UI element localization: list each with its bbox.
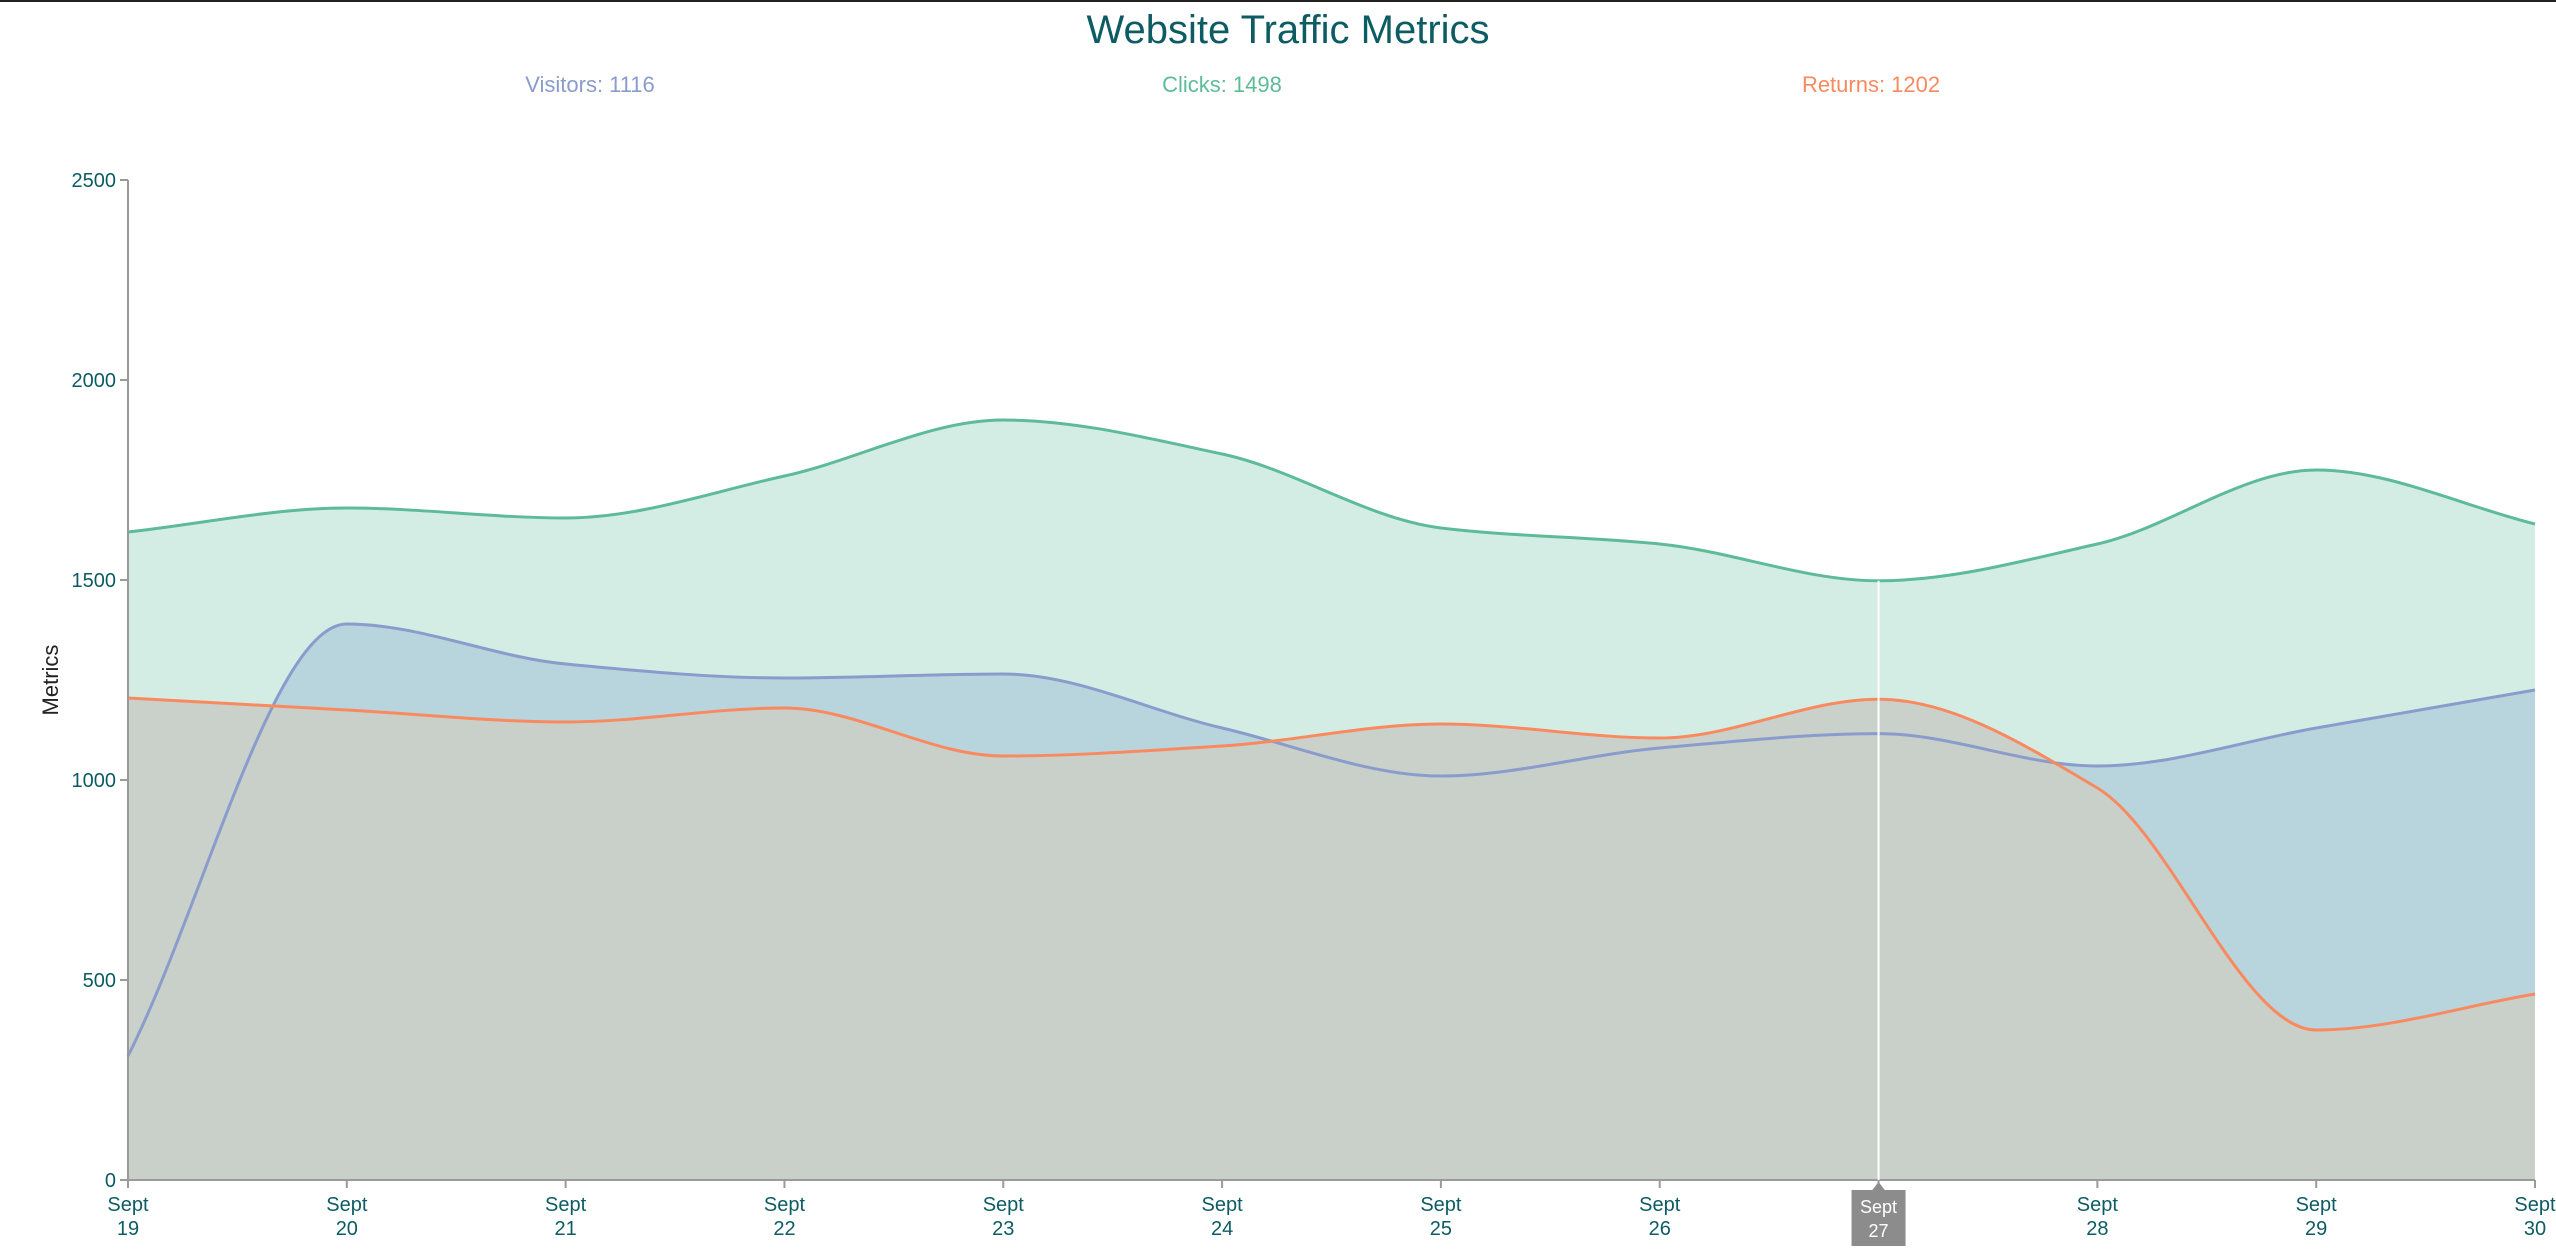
x-tick-label: Sept (1420, 1194, 1462, 1216)
x-tick-label: 20 (336, 1218, 358, 1240)
x-tick-label: Sept (764, 1194, 806, 1216)
x-tick-label: Sept (1639, 1194, 1681, 1216)
top-border (0, 0, 2556, 2)
legend-visitors-value: 1116 (609, 72, 655, 97)
x-tick-label: 27 (1869, 1221, 1889, 1241)
hover-label-box (1851, 1190, 1906, 1246)
chart-title: Website Traffic Metrics (1086, 8, 1490, 52)
hover-label-pointer (1871, 1182, 1886, 1191)
y-tick-label: 500 (83, 970, 116, 992)
line-visitors (126, 622, 2536, 1057)
legend-returns-label: Returns (1801, 72, 1879, 97)
y-tick-label: 0 (105, 1170, 116, 1192)
legend-visitors-label: Visitors (525, 72, 597, 97)
legend-visitors: Visitors: 1116 (525, 72, 655, 97)
x-tick-label: 28 (2086, 1218, 2108, 1240)
legend-clicks-label: Clicks (1162, 72, 1221, 97)
legend-clicks: Clicks: 1498 (1162, 72, 1282, 97)
x-tick-label: 30 (2524, 1218, 2546, 1240)
line-returns (127, 696, 2536, 1032)
x-tick-label: 19 (117, 1218, 139, 1240)
x-tick-label: Sept (2296, 1194, 2338, 1216)
x-tick-label: 22 (773, 1218, 795, 1240)
x-tick-label: Sept (326, 1194, 368, 1216)
y-tick-label: 1500 (72, 570, 117, 592)
line-clicks (127, 418, 2536, 583)
area-returns (128, 698, 2535, 1180)
y-tick-label: 2000 (72, 370, 117, 392)
x-tick-label: Sept (2514, 1194, 2556, 1216)
x-tick-label: Sept (1202, 1194, 1244, 1216)
y-tick-label: 2500 (72, 170, 117, 192)
x-tick-label: Sept (545, 1194, 587, 1216)
legend-clicks-value: 1498 (1232, 72, 1282, 97)
legend-returns-value: 1202 (1891, 72, 1941, 97)
x-tick-label: 29 (2305, 1218, 2327, 1240)
x-tick-label: Sept (983, 1194, 1025, 1216)
x-tick-label: 23 (992, 1218, 1014, 1240)
x-tick-label: Sept (1860, 1197, 1897, 1217)
legend-returns: Returns: 1202 (1801, 72, 1941, 97)
x-tick-label: Sept (107, 1194, 149, 1216)
y-axis-title: Metrics (38, 645, 63, 716)
x-tick-label: 21 (555, 1218, 577, 1240)
x-tick-label: Sept (2077, 1194, 2119, 1216)
x-tick-label: 25 (1430, 1218, 1452, 1240)
x-tick-label: 26 (1649, 1218, 1671, 1240)
y-tick-label: 1000 (72, 770, 117, 792)
x-tick-label: 24 (1211, 1218, 1233, 1240)
